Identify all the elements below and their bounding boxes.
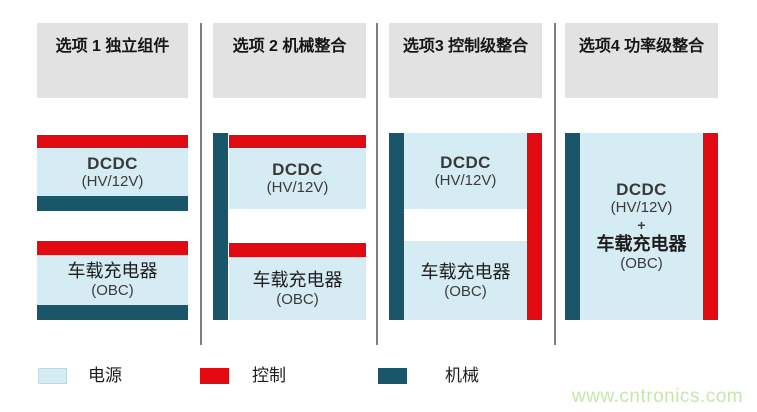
column-divider (376, 23, 378, 345)
legend-swatch-control (200, 368, 229, 384)
obc-mechanical-bar (37, 305, 188, 320)
obc-label-cn: 车载充电器 (596, 234, 687, 254)
legend-label-mechanical: 机械 (445, 366, 479, 385)
option-1-header: 选项 1 独立组件 (37, 23, 188, 98)
legend-label-control: 控制 (252, 366, 286, 385)
obc-power-block: 车载充电器 (OBC) (229, 257, 366, 320)
dcdc-mechanical-bar (37, 196, 188, 211)
obc-label-cn: 车载充电器 (420, 261, 511, 282)
dcdc-voltage-label: (HV/12V) (434, 171, 497, 189)
obc-power-block: 车载充电器 (OBC) (37, 255, 188, 305)
plus-sign: + (637, 217, 646, 233)
dcdc-voltage-label: (HV/12V) (610, 199, 673, 216)
dcdc-label: DCDC (272, 160, 323, 179)
shared-mechanical-bar (213, 133, 228, 320)
obc-label-en: (OBC) (444, 282, 487, 300)
shared-control-bar (527, 133, 542, 320)
dcdc-control-bar (229, 135, 366, 148)
option-4-header: 选项4 功率级整合 (565, 23, 718, 98)
obc-label-cn: 车载充电器 (252, 269, 343, 290)
obc-label-en: (OBC) (276, 290, 319, 308)
column-divider (554, 23, 556, 345)
dcdc-voltage-label: (HV/12V) (81, 172, 144, 190)
dcdc-control-bar (37, 135, 188, 148)
shared-control-bar (703, 133, 718, 320)
dcdc-label: DCDC (87, 153, 138, 173)
legend-swatch-mechanical (378, 368, 407, 384)
option-column-2: 选项 2 机械整合 DCDC (HV/12V) 车载充电器 (OBC) (213, 0, 366, 412)
legend-label-power: 电源 (88, 366, 122, 385)
option-2-header: 选项 2 机械整合 (213, 23, 366, 98)
legend-swatch-power (38, 368, 67, 384)
dcdc-power-block: DCDC (HV/12V) (404, 133, 527, 209)
option-3-header: 选项3 控制级整合 (389, 23, 542, 98)
shared-mechanical-bar (389, 133, 404, 320)
combined-power-block: DCDC (HV/12V) + 车载充电器 (OBC) (580, 133, 703, 320)
obc-label-en: (OBC) (91, 282, 134, 299)
dcdc-label: DCDC (616, 180, 667, 199)
dcdc-voltage-label: (HV/12V) (266, 179, 329, 196)
dcdc-power-block: DCDC (HV/12V) (37, 148, 188, 196)
obc-power-block: 车载充电器 (OBC) (404, 241, 527, 320)
option-column-1: 选项 1 独立组件 DCDC (HV/12V) 车载充电器 (OBC) (37, 0, 188, 412)
option-column-3: 选项3 控制级整合 DCDC (HV/12V) 车载充电器 (OBC) (389, 0, 542, 412)
column-divider (200, 23, 202, 345)
watermark-text: www.cntronics.com (572, 386, 744, 407)
dcdc-label: DCDC (440, 152, 491, 172)
shared-mechanical-bar (565, 133, 580, 320)
obc-label-en: (OBC) (620, 255, 663, 272)
option-column-4: 选项4 功率级整合 DCDC (HV/12V) + 车载充电器 (OBC) (565, 0, 718, 412)
obc-control-bar (37, 241, 188, 255)
obc-control-bar (229, 243, 366, 257)
dcdc-power-block: DCDC (HV/12V) (229, 148, 366, 209)
obc-label-cn: 车载充电器 (67, 261, 158, 281)
